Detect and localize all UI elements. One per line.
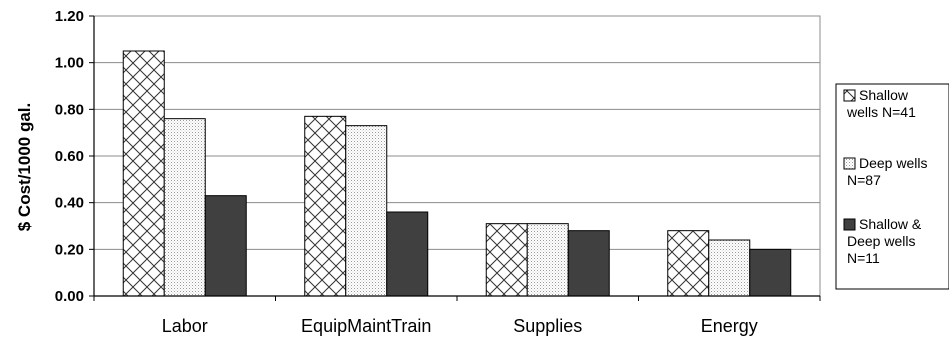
- y-tick-label: 0.00: [55, 288, 84, 305]
- y-tick-label: 0.20: [55, 241, 84, 258]
- bar-supplies-series-3: [567, 230, 610, 297]
- bar-supplies-series-2: [526, 223, 569, 297]
- bars: [122, 50, 792, 297]
- bar-labor-series-2: [163, 118, 206, 297]
- y-tick-label: 0.80: [55, 101, 84, 118]
- y-axis-title: $ Cost/1000 gal.: [15, 103, 34, 232]
- legend-label: N=87: [847, 172, 881, 188]
- legend-swatch: [843, 89, 856, 102]
- bar-equipmainttrain-series-3: [386, 211, 429, 297]
- legend-label: Deep wells: [859, 155, 927, 171]
- bar-energy-series-2: [708, 239, 751, 297]
- y-axis-ticks: 0.00 0.20 0.40 0.60 0.80 1.00 1.20: [55, 8, 94, 305]
- x-category-label: Energy: [701, 316, 758, 336]
- bar-energy-series-1: [667, 230, 710, 297]
- legend-label: wells N=41: [846, 104, 916, 120]
- x-category-label: Supplies: [513, 316, 582, 336]
- bar-energy-series-3: [749, 248, 792, 297]
- x-axis-labels: Labor EquipMaintTrain Supplies Energy: [162, 316, 758, 336]
- legend-label: Deep wells: [847, 233, 915, 249]
- y-tick-label: 1.00: [55, 55, 84, 72]
- x-category-label: EquipMaintTrain: [301, 316, 431, 336]
- bar-labor-series-1: [122, 50, 165, 297]
- legend-box: [835, 83, 949, 290]
- y-tick-label: 1.20: [55, 8, 84, 25]
- y-tick-label: 0.60: [55, 148, 84, 165]
- legend-swatch: [843, 218, 856, 231]
- bar-labor-series-3: [204, 195, 247, 297]
- legend-label: Shallow &: [859, 216, 922, 232]
- y-axis-title-group: $ Cost/1000 gal.: [15, 103, 34, 232]
- legend-label: Shallow: [859, 87, 909, 103]
- axes: [93, 16, 821, 301]
- legend-label: N=11: [847, 250, 880, 266]
- bar-equipmainttrain-series-1: [304, 115, 347, 297]
- y-tick-label: 0.40: [55, 195, 84, 212]
- bar-equipmainttrain-series-2: [345, 125, 388, 297]
- bar-supplies-series-1: [485, 223, 528, 297]
- legend-swatch: [843, 157, 856, 170]
- x-category-label: Labor: [162, 316, 208, 336]
